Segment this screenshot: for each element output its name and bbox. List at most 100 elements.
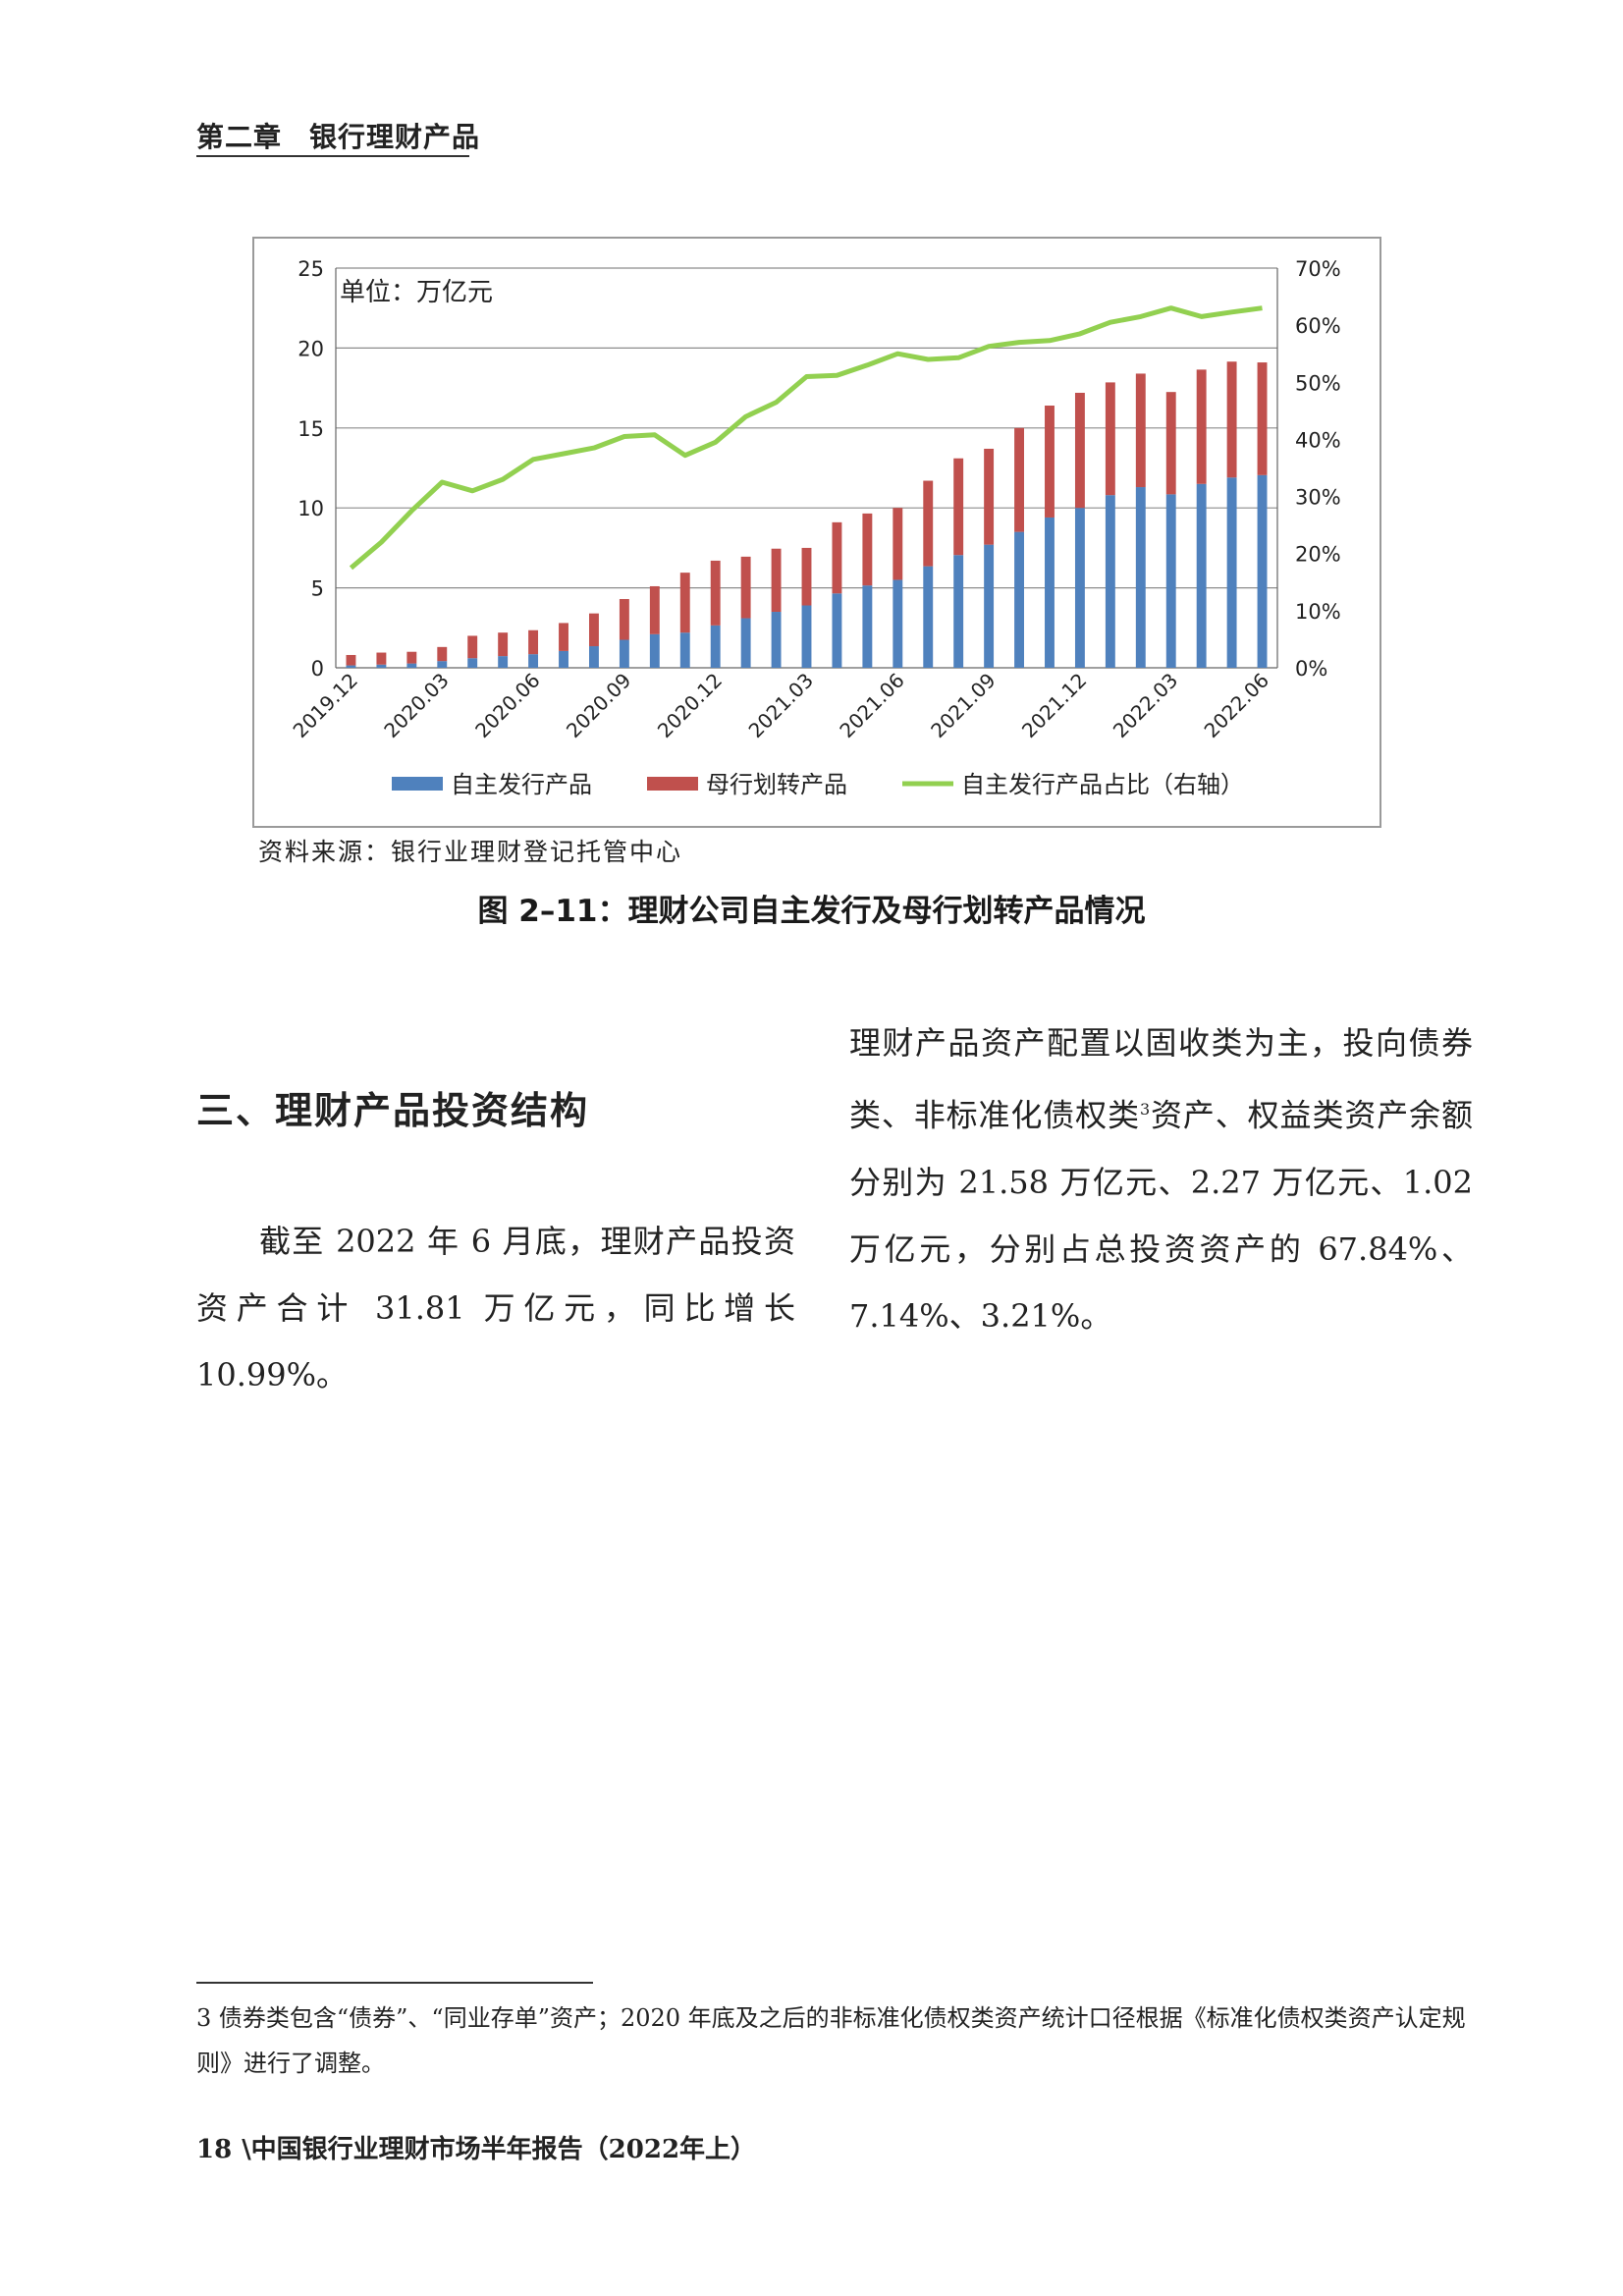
bar-self-issued	[862, 585, 873, 668]
chart: 0 5 10 15 20 25 0% 10% 20% 30% 40% 50% 60% 70% 单位：万亿元 2…	[289, 257, 1341, 798]
body-right-part2: 资产、权益类资产余额分别为 21.58 万亿元、2.27 万亿元、1.02 万亿…	[849, 1096, 1473, 1335]
bar-parent-transfer	[619, 598, 629, 640]
bar-parent-transfer	[1226, 361, 1237, 478]
bar-parent-transfer	[1165, 392, 1176, 495]
bar-parent-transfer	[649, 585, 660, 634]
figure-caption: 图 2–11：理财公司自主发行及母行划转产品情况	[477, 894, 1146, 929]
bar-self-issued	[619, 639, 629, 668]
bar-self-issued	[893, 579, 903, 668]
bar-self-issued	[376, 664, 387, 668]
footer-title: \中国银行业理财市场半年报告（2022年上）	[242, 2135, 757, 2164]
bar-parent-transfer	[1074, 392, 1085, 509]
legend-label: 母行划转产品	[706, 771, 847, 798]
footnote-ref: 3	[1139, 1100, 1151, 1119]
bar-self-issued	[1074, 508, 1085, 668]
bar-parent-transfer	[1014, 427, 1024, 532]
bar-parent-transfer	[559, 623, 568, 651]
x-tick-label: 2021.12	[1017, 669, 1091, 742]
bar-self-issued	[679, 632, 690, 668]
y-right-tick-label: 60%	[1295, 314, 1341, 338]
y-right-tick-label: 40%	[1295, 428, 1341, 452]
bar-parent-transfer	[1045, 406, 1055, 518]
chart-unit-label: 单位：万亿元	[340, 278, 493, 307]
bar-parent-transfer	[862, 513, 873, 586]
x-tick-label: 2022.06	[1200, 669, 1273, 742]
legend-label: 自主发行产品	[451, 771, 592, 798]
bar-parent-transfer	[498, 632, 509, 657]
x-tick-label: 2020.09	[562, 669, 635, 742]
bar-parent-transfer	[1135, 373, 1146, 488]
chapter-title: 银行理财产品	[309, 121, 481, 153]
y-right-tick-label: 50%	[1295, 371, 1341, 395]
bar-self-issued	[1226, 477, 1237, 668]
page-footer: 18 \中国银行业理财市场半年报告（2022年上）	[196, 2129, 756, 2165]
bar-parent-transfer	[953, 458, 964, 556]
bar-parent-transfer	[771, 548, 782, 613]
bar-parent-transfer	[406, 651, 417, 664]
x-tick-label: 2021.03	[744, 669, 818, 742]
x-tick-label: 2021.06	[835, 669, 908, 742]
y-right-tick-label: 10%	[1295, 600, 1341, 624]
bar-self-issued	[832, 593, 842, 668]
y-left-tick-label: 10	[298, 497, 324, 520]
bar-self-issued	[406, 663, 417, 668]
bar-parent-transfer	[923, 480, 934, 567]
y-left-tick-label: 5	[311, 577, 324, 601]
page-number: 18	[196, 2135, 233, 2164]
bar-self-issued	[346, 665, 356, 668]
bar-parent-transfer	[376, 652, 387, 665]
bar-parent-transfer	[893, 508, 903, 580]
bar-parent-transfer	[437, 646, 448, 662]
x-tick-label: 2020.06	[470, 669, 544, 742]
bar-self-issued	[1257, 474, 1268, 668]
legend-label: 自主发行产品占比（右轴）	[961, 771, 1244, 798]
y-right-tick-label: 70%	[1295, 257, 1341, 281]
y-right-tick-label: 30%	[1295, 486, 1341, 510]
bar-self-issued	[923, 566, 934, 668]
section-title: 三、理财产品投资结构	[196, 1089, 590, 1132]
bar-self-issued	[559, 650, 568, 668]
bar-self-issued	[1165, 494, 1176, 668]
bar-parent-transfer	[984, 448, 995, 545]
bar-self-issued	[437, 661, 448, 668]
y-right-tick-label: 0%	[1295, 657, 1327, 681]
figure-source: 资料来源：银行业理财登记托管中心	[258, 838, 683, 866]
bar-self-issued	[649, 633, 660, 668]
bar-self-issued	[1135, 487, 1146, 668]
body-paragraph-right: 理财产品资产配置以固收类为主，投向债券类、非标准化债权类3资产、权益类资产余额分…	[849, 1010, 1473, 1349]
bar-self-issued	[740, 618, 751, 668]
bar-self-issued	[589, 646, 599, 668]
bar-parent-transfer	[1196, 369, 1207, 484]
bar-self-issued	[710, 625, 721, 668]
bar-self-issued	[1045, 517, 1055, 668]
bar-parent-transfer	[346, 654, 356, 666]
bar-parent-transfer	[710, 560, 721, 626]
bar-self-issued	[984, 544, 995, 668]
bar-self-issued	[467, 658, 478, 668]
legend-swatch	[392, 777, 443, 791]
body-paragraph-left: 截至 2022 年 6 月底，理财产品投资资产合计 31.81 万亿元，同比增长…	[196, 1223, 795, 1394]
bar-self-issued	[1014, 531, 1024, 668]
bar-parent-transfer	[740, 556, 751, 619]
y-left-tick-label: 0	[311, 657, 324, 681]
x-tick-label: 2019.12	[289, 669, 362, 742]
bar-self-issued	[528, 654, 539, 668]
y-left-tick-label: 25	[298, 257, 324, 281]
bar-self-issued	[1105, 495, 1115, 668]
bar-parent-transfer	[679, 573, 690, 633]
x-tick-label: 2020.03	[379, 669, 453, 742]
bar-self-issued	[1196, 483, 1207, 668]
running-header: 第二章 银行理财产品	[196, 116, 480, 155]
y-right-tick-label: 20%	[1295, 543, 1341, 567]
footnote: 3 债券类包含“债券”、“同业存单”资产；2020 年底及之后的非标准化债权类资…	[196, 2004, 1466, 2077]
chapter-number: 第二章	[196, 121, 283, 153]
bar-self-issued	[801, 605, 812, 668]
bar-parent-transfer	[1105, 382, 1115, 496]
y-left-tick-label: 20	[298, 337, 324, 360]
bar-self-issued	[498, 656, 509, 668]
bar-parent-transfer	[1257, 362, 1268, 475]
bar-parent-transfer	[528, 629, 539, 655]
bar-parent-transfer	[467, 635, 478, 659]
bar-parent-transfer	[589, 613, 599, 647]
bar-self-issued	[953, 555, 964, 668]
